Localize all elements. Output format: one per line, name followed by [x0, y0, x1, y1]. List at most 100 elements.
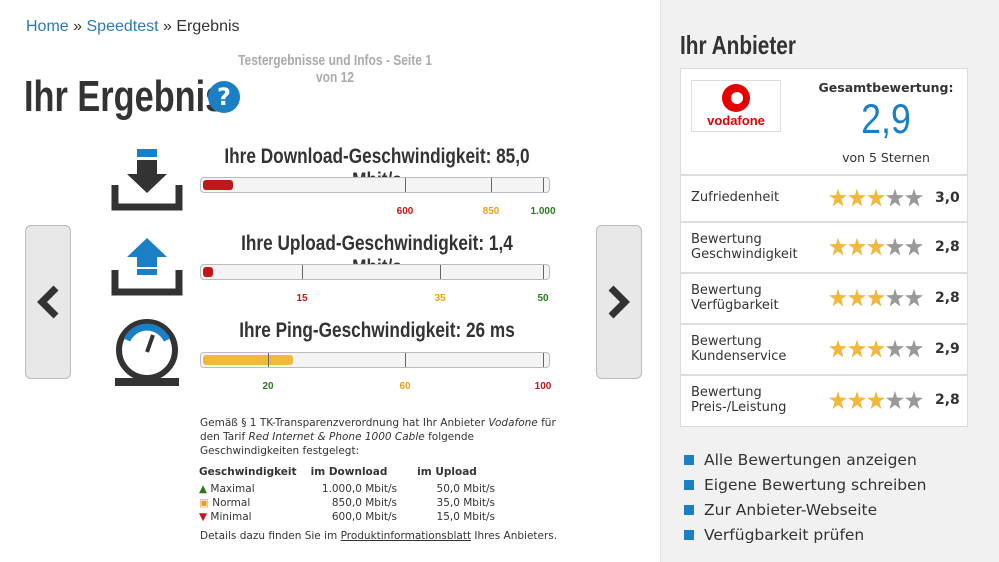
tick [405, 178, 406, 192]
label-line: Zufriedenheit [691, 190, 780, 205]
prev-button[interactable] [25, 225, 71, 379]
row: ▲ Maximal 1.000,0 Mbit/s 50,0 Mbit/s [198, 482, 496, 496]
breadcrumb-link[interactable]: Home [26, 18, 69, 35]
label-line: Bewertung [691, 334, 762, 349]
overall-label: Gesamtbewertung: [818, 80, 954, 95]
link-text[interactable]: Eigene Bewertung schreiben [704, 476, 927, 494]
rating-row: Bewertung Kundenservice 2,9 [680, 324, 968, 375]
cell: 1.000,0 Mbit/s [321, 483, 397, 495]
arrow [37, 285, 59, 319]
star [886, 237, 904, 256]
marker-label: 35 [434, 293, 446, 304]
icons [111, 149, 183, 386]
tick [491, 178, 492, 192]
star [829, 391, 847, 409]
stars [829, 339, 924, 362]
provider-box: vodafone Gesamtbewertung: 2,9 von 5 Ster… [680, 68, 968, 175]
bar-fill [203, 180, 233, 190]
star [886, 188, 904, 207]
sidebar-link[interactable]: Verfügbarkeit prüfen [684, 526, 864, 544]
star [848, 391, 866, 409]
star [848, 339, 866, 358]
rating-label: Zufriedenheit [691, 190, 779, 205]
marker-label: 100 [534, 381, 552, 392]
icon: ▣ [199, 497, 209, 509]
rating-score: 2,8 [935, 238, 960, 255]
cell: 600,0 Mbit/s [331, 511, 397, 523]
star [905, 188, 923, 207]
tick [543, 265, 544, 279]
provider: Vodafone [488, 417, 538, 429]
star [886, 288, 904, 307]
cell: ▲ Maximal [198, 482, 300, 496]
star [867, 391, 885, 409]
progress-bar [200, 264, 550, 280]
text: folgende Geschwindigkeiten festgelegt: [200, 431, 475, 457]
link[interactable]: Produktinformationsblatt [340, 530, 472, 542]
text: für den Tarif [200, 417, 556, 443]
next-button[interactable] [596, 225, 642, 379]
stars [829, 237, 924, 260]
logo-text: vodafone [707, 113, 765, 128]
sidebar-link[interactable]: Eigene Bewertung schreiben [684, 476, 927, 494]
breadcrumb: Home » Speedtest » Ergebnis [26, 18, 240, 36]
sidebar-title: Ihr Anbieter [680, 30, 796, 60]
star [905, 237, 923, 256]
details: Details dazu finden Sie im Produktinform… [200, 530, 557, 542]
progress-bar [200, 352, 550, 368]
help-icon[interactable]: ? [208, 81, 240, 113]
breadcrumb-link[interactable]: Speedtest [86, 18, 159, 35]
bullet [684, 480, 694, 490]
logo: vodafone [691, 80, 781, 132]
tick [543, 178, 544, 192]
rating-row: Bewertung Verfügbarkeit 2,8 [680, 273, 968, 324]
stars [829, 188, 924, 211]
star [829, 288, 847, 307]
cell: 35,0 Mbit/s [436, 497, 495, 509]
text: Normal [212, 497, 251, 509]
sidebar-link[interactable]: Zur Anbieter-Webseite [684, 501, 877, 519]
marker-label: 850 [482, 206, 500, 217]
marker-label: 1.000 [530, 206, 556, 217]
text: Gemäß § 1 TK-Transparenzverordnung hat I… [200, 417, 489, 429]
marker-label: 15 [296, 293, 308, 304]
rating-label: Bewertung Geschwindigkeit [691, 232, 798, 262]
link-text[interactable]: Alle Bewertungen anzeigen [704, 451, 917, 469]
page-title: Ihr Ergebnis [24, 72, 225, 121]
tick [302, 265, 303, 279]
label-line: Bewertung [691, 232, 762, 247]
bullet [684, 455, 694, 465]
label-line: Bewertung [691, 385, 762, 400]
bar-fill [203, 355, 293, 365]
bullet [684, 505, 694, 515]
cell: ▼ Minimal [198, 510, 300, 524]
marker-label: 60 [399, 381, 411, 392]
tick [440, 265, 441, 279]
arrow [608, 285, 630, 319]
marker-label: 600 [396, 206, 414, 217]
icon: ▲ [199, 483, 208, 495]
label-line: Preis-/Leistung [691, 400, 787, 415]
link-text[interactable]: Verfügbarkeit prüfen [704, 526, 865, 544]
star [905, 391, 923, 409]
stars [829, 288, 924, 311]
breadcrumb-current: Ergebnis [176, 18, 240, 35]
star [829, 188, 847, 207]
link-text[interactable]: Zur Anbieter-Webseite [704, 501, 878, 519]
label-line: Geschwindigkeit [691, 247, 798, 262]
rating-label: Bewertung Kundenservice [691, 334, 786, 364]
sidebar-link[interactable]: Alle Bewertungen anzeigen [684, 451, 917, 469]
tick [543, 353, 544, 367]
icon: ▼ [199, 511, 208, 523]
tariff: Red Internet & Phone 1000 Cable [248, 431, 425, 443]
rating-row: Zufriedenheit 3,0 [680, 175, 968, 222]
rating-label: Bewertung Preis-/Leistung [691, 385, 786, 415]
star [886, 339, 904, 358]
row: ▼ Minimal 600,0 Mbit/s 15,0 Mbit/s [198, 510, 496, 524]
speed-table: Geschwindigkeit im Download im Upload ▲ Ma… [198, 462, 496, 524]
star [905, 288, 923, 307]
star [867, 237, 885, 256]
marker-label: 50 [537, 293, 549, 304]
separator: » [163, 18, 172, 35]
